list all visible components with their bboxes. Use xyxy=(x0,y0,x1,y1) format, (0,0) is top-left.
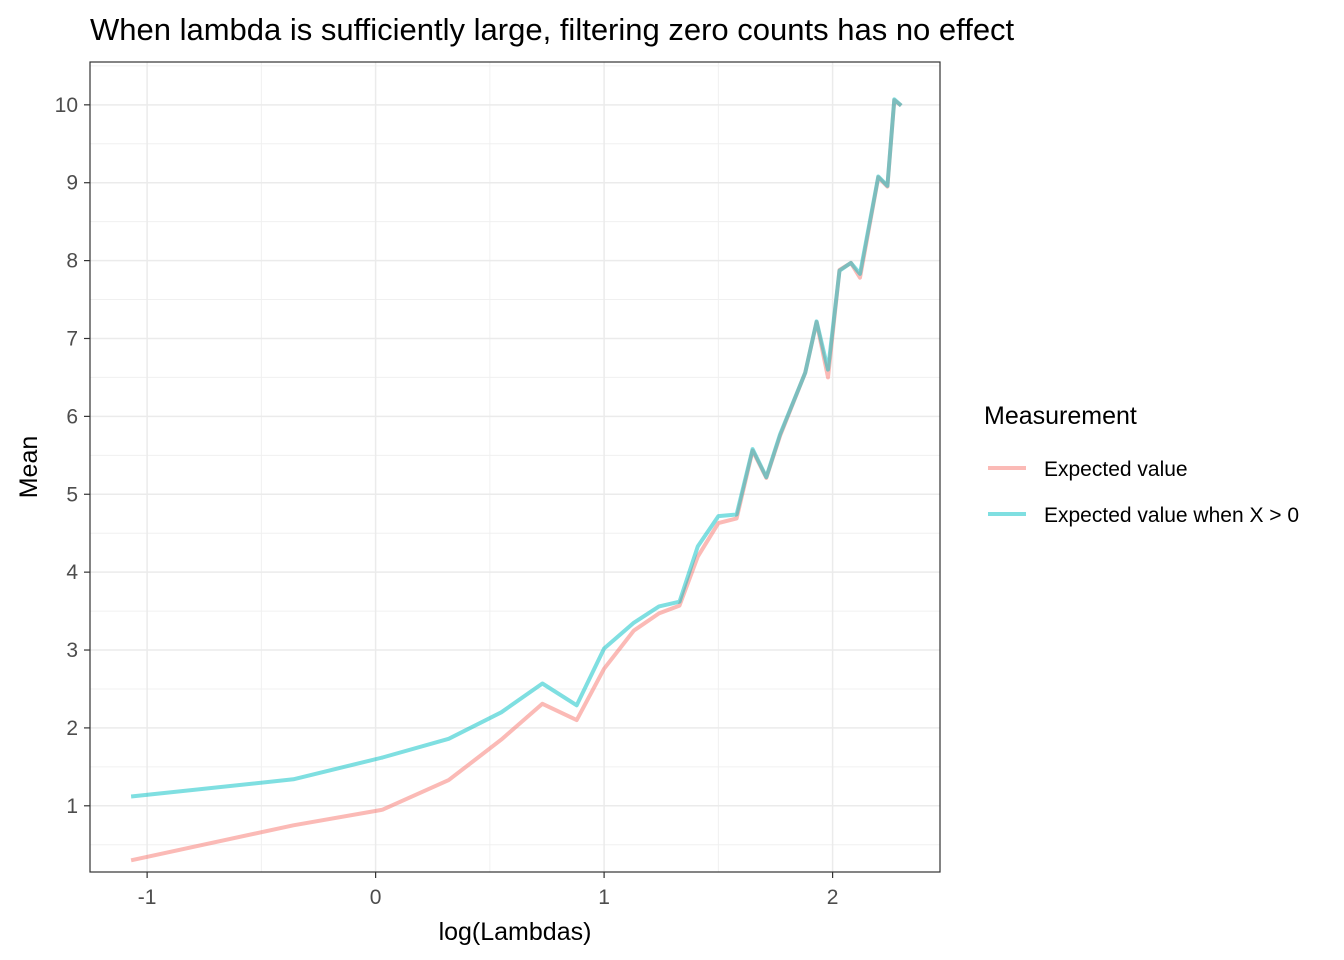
series-line-1 xyxy=(130,98,903,863)
legend-title: Measurement xyxy=(984,402,1137,430)
x-tick-label: -1 xyxy=(138,886,157,909)
y-tick-label: 4 xyxy=(66,561,78,584)
y-tick-label: 6 xyxy=(66,405,78,428)
y-tick-label: 2 xyxy=(66,717,78,740)
series-line-2 xyxy=(130,97,903,799)
panel-border xyxy=(89,61,941,873)
y-tick-label: 5 xyxy=(66,483,78,506)
y-tick-label: 3 xyxy=(66,639,78,662)
y-tick-label: 7 xyxy=(66,327,78,350)
chart-title: When lambda is sufficiently large, filte… xyxy=(90,12,1015,47)
legend-label-2: Expected value when X > 0 xyxy=(1044,504,1299,527)
y-axis-title: Mean xyxy=(15,436,43,499)
x-tick-label: 0 xyxy=(370,886,382,909)
x-tick-label: 1 xyxy=(598,886,610,909)
x-axis-title: log(Lambdas) xyxy=(439,918,592,946)
legend: Measurement Expected value Expected value… xyxy=(984,402,1299,527)
y-tick-label: 9 xyxy=(66,172,78,195)
y-tick-label: 1 xyxy=(66,795,78,818)
y-tick-label: 8 xyxy=(66,250,78,273)
x-tick-label: 2 xyxy=(827,886,839,909)
y-tick-label: 10 xyxy=(55,94,78,117)
plot-panel xyxy=(90,62,940,872)
legend-label-1: Expected value xyxy=(1044,458,1188,481)
